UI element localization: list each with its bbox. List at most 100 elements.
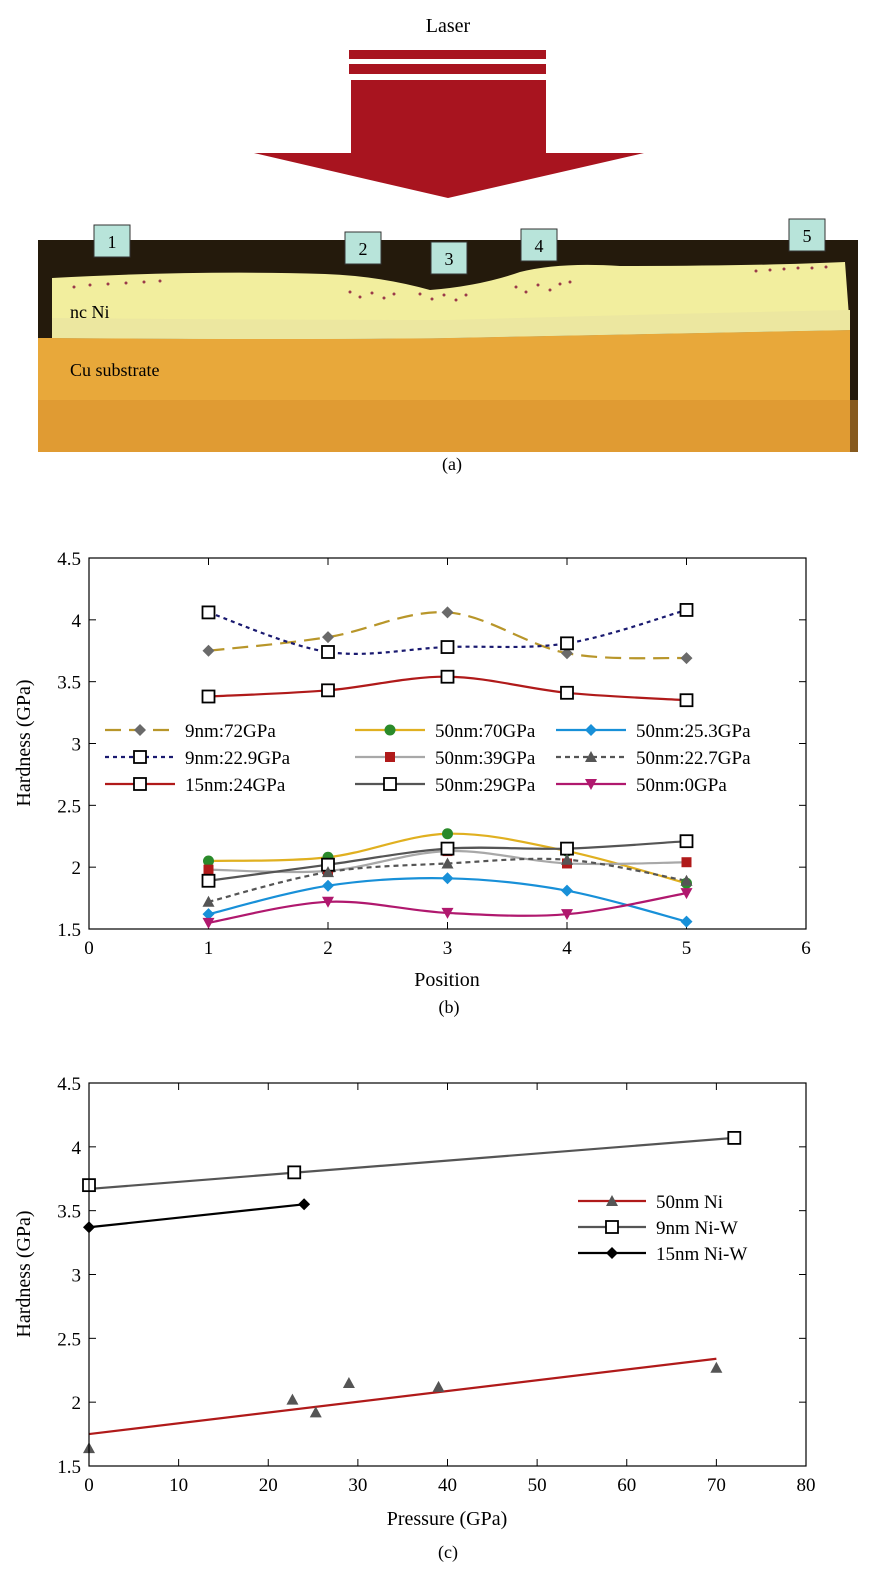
chart-c-xlabel: Pressure (GPa) bbox=[387, 1508, 508, 1530]
chart-b-legend-label-50nm-70gpa: 50nm:70GPa bbox=[435, 721, 536, 742]
chart-c-xtick-label: 60 bbox=[617, 1475, 636, 1496]
chart-b-legend: 9nm:72GPa 9nm:22.9GPa 15nm:24GPa 50nm:70GPa… bbox=[105, 721, 751, 796]
chart-b-point-50nm-25-3gpa-2 bbox=[322, 879, 334, 892]
chart-b-legend-label-50nm-39gpa: 50nm:39GPa bbox=[435, 748, 536, 769]
chart-b-point-9nm-22-9gpa-3 bbox=[440, 640, 455, 654]
panel-a: Laser nc Ni Cu substrate 1 2 3 bbox=[38, 15, 858, 475]
chart-c-legend-marker-15nm-ni-w bbox=[606, 1247, 618, 1259]
chart-b-frame bbox=[88, 557, 807, 930]
chart-b-point-15nm-24gpa-4 bbox=[560, 685, 574, 700]
chart-c-point-50nm-ni-25.3 bbox=[309, 1406, 322, 1418]
caption-a: (a) bbox=[442, 454, 462, 475]
chart-c-xtick-label: 0 bbox=[84, 1475, 94, 1496]
chart-c-ytick-label: 4 bbox=[72, 1138, 82, 1159]
chart-b-point-50nm-25-3gpa-1 bbox=[202, 908, 215, 921]
chart-c-xtick-label: 30 bbox=[348, 1475, 367, 1496]
chart-b-point-50nm-22-7gpa-4 bbox=[561, 853, 573, 865]
chart-c-xtick-label: 80 bbox=[797, 1475, 816, 1496]
chart-b-point-50nm-22-7gpa-1 bbox=[202, 895, 215, 907]
chart-b-ticks: 0 1 2 3 4 5 6 1.5 2 2.5 3 3.5 4 4.5 bbox=[57, 549, 811, 959]
chart-c-xtick-label: 40 bbox=[438, 1475, 457, 1496]
chart-c-fit-15nm-ni-w bbox=[88, 1203, 305, 1229]
chart-b-point-9nm-72gpa-2 bbox=[322, 631, 334, 644]
chart-c-xtick-label: 20 bbox=[259, 1475, 278, 1496]
chart-b-point-50nm-22-7gpa-5 bbox=[680, 874, 693, 886]
chart-c-legend: 50nm Ni 9nm Ni-W 15nm Ni-W bbox=[578, 1192, 747, 1265]
chart-b-point-9nm-72gpa-3 bbox=[441, 606, 454, 619]
position-marker-5-label: 5 bbox=[803, 226, 812, 246]
indent-marks bbox=[72, 265, 828, 302]
chart-b-legend-marker-50nm-39gpa bbox=[385, 752, 395, 762]
chart-c-legend-label-15nm-ni-w: 15nm Ni-W bbox=[656, 1244, 747, 1265]
chart-b-point-9nm-22-9gpa-4 bbox=[560, 636, 574, 651]
chart-b-point-15nm-24gpa-3 bbox=[440, 669, 455, 684]
chart-b-ylabel: Hardness (GPa) bbox=[13, 679, 35, 806]
chart-b-legend-marker-50nm-70gpa bbox=[384, 724, 396, 736]
chart-b-xtick-label: 6 bbox=[801, 938, 811, 959]
chart-b-legend-marker-9nm-72gpa bbox=[134, 724, 146, 736]
caption-b: (b) bbox=[439, 997, 460, 1018]
chart-b-legend-label-9nm-72gpa: 9nm:72GPa bbox=[185, 721, 276, 742]
chart-b-ytick-label: 2 bbox=[72, 858, 82, 879]
chart-c-ytick-label: 2.5 bbox=[57, 1329, 81, 1350]
position-marker-4-label: 4 bbox=[535, 236, 544, 256]
position-marker-1: 1 bbox=[93, 224, 131, 258]
chart-b-legend-marker-50nm-0gpa bbox=[585, 779, 597, 790]
chart-c-ytick-label: 3 bbox=[72, 1266, 82, 1287]
chart-b-xtick-label: 0 bbox=[84, 938, 94, 959]
chart-c-xtick-label: 50 bbox=[528, 1475, 547, 1496]
chart-b-point-50nm-29gpa-1 bbox=[201, 873, 216, 888]
chart-c-ylabel: Hardness (GPa) bbox=[13, 1210, 35, 1337]
chart-b-point-15nm-24gpa-2 bbox=[321, 683, 335, 698]
chart-b-legend-marker-50nm-29gpa bbox=[383, 777, 397, 791]
position-marker-1-label: 1 bbox=[108, 232, 117, 252]
position-marker-3-label: 3 bbox=[445, 249, 454, 269]
chart-b-xtick-label: 2 bbox=[323, 938, 333, 959]
chart-c-point-50nm-ni-22.7 bbox=[286, 1393, 299, 1405]
chart-b-xtick-label: 5 bbox=[682, 938, 692, 959]
chart-b-legend-marker-9nm-22-9gpa bbox=[133, 750, 147, 764]
chart-b-legend-label-50nm-29gpa: 50nm:29GPa bbox=[435, 775, 536, 796]
chart-c-frame bbox=[88, 1082, 807, 1467]
chart-c-legend-label-9nm-ni-w: 9nm Ni-W bbox=[656, 1218, 738, 1239]
nc-ni-lower-band bbox=[52, 310, 850, 339]
chart-c: 0 10 20 30 40 50 60 70 80 1.5 2 2.5 3 3.5 4 4.5 50nm Ni… bbox=[13, 1074, 816, 1563]
chart-b-point-50nm-70gpa-3 bbox=[442, 828, 453, 840]
chart-b-legend-marker-15nm-24gpa bbox=[133, 777, 147, 791]
chart-c-point-15nm-ni-w-24 bbox=[298, 1198, 311, 1211]
chart-c-data-points bbox=[82, 1130, 742, 1454]
chart-c-point-50nm-ni-70 bbox=[710, 1361, 723, 1373]
chart-b-point-15nm-24gpa-5 bbox=[679, 693, 694, 708]
chart-c-ytick-label: 1.5 bbox=[57, 1457, 81, 1478]
chart-b-legend-label-50nm-0gpa: 50nm:0GPa bbox=[636, 775, 727, 796]
chart-c-xtick-label: 10 bbox=[169, 1475, 188, 1496]
chart-c-fit-50nm-ni bbox=[88, 1357, 717, 1436]
chart-c-legend-label-50nm-ni: 50nm Ni bbox=[656, 1192, 723, 1213]
chart-b-point-50nm-22-7gpa-2 bbox=[322, 866, 334, 878]
chart-c-ytick-label: 3.5 bbox=[57, 1202, 81, 1223]
laser-bar-bottom bbox=[349, 64, 546, 74]
chart-b-xtick-label: 3 bbox=[443, 938, 453, 959]
chart-b-point-50nm-25-3gpa-5 bbox=[680, 915, 693, 928]
chart-c-point-9nm-ni-w-72 bbox=[727, 1130, 742, 1145]
chart-b-legend-label-50nm-22-7gpa: 50nm:22.7GPa bbox=[636, 748, 751, 769]
chart-b-point-50nm-29gpa-4 bbox=[560, 841, 574, 856]
nc-ni-label: nc Ni bbox=[70, 302, 110, 322]
chart-c-ticks: 0 10 20 30 40 50 60 70 80 1.5 2 2.5 3 3.5 4 4.5 bbox=[57, 1074, 815, 1496]
chart-c-ytick-label: 4.5 bbox=[57, 1074, 81, 1095]
chart-c-point-50nm-ni-39 bbox=[432, 1380, 445, 1392]
laser-bar-top bbox=[349, 50, 546, 59]
chart-b-ytick-label: 1.5 bbox=[57, 920, 81, 941]
chart-b-point-50nm-0gpa-3 bbox=[441, 907, 454, 919]
chart-b-line-9nm-22-9gpa bbox=[208, 608, 687, 655]
chart-b-legend-label-50nm-25-3gpa: 50nm:25.3GPa bbox=[636, 721, 751, 742]
chart-b-point-50nm-0gpa-5 bbox=[680, 888, 693, 900]
laser-label: Laser bbox=[426, 15, 471, 37]
chart-c-xtick-label: 70 bbox=[707, 1475, 726, 1496]
chart-b-point-9nm-72gpa-1 bbox=[202, 644, 215, 657]
chart-b-legend-marker-50nm-25-3gpa bbox=[585, 724, 597, 736]
chart-b-xtick-label: 1 bbox=[204, 938, 214, 959]
chart-b-point-50nm-22-7gpa-3 bbox=[441, 857, 454, 869]
chart-b-point-9nm-22-9gpa-1 bbox=[201, 605, 216, 620]
position-marker-4: 4 bbox=[520, 228, 558, 262]
